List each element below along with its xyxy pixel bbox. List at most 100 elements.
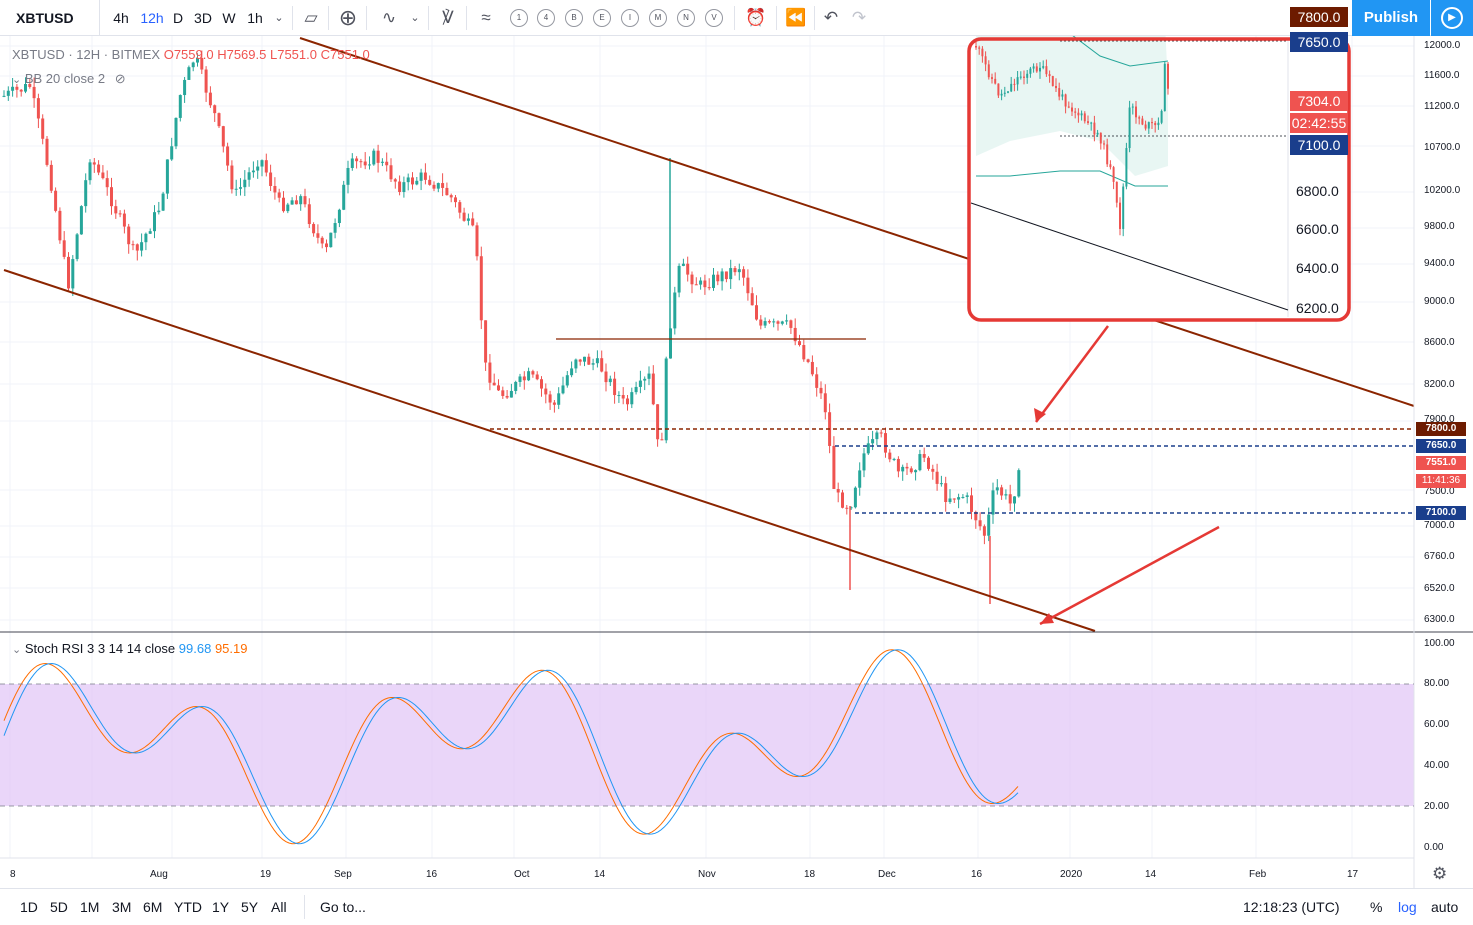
tag-7800: 7800.0 <box>1416 422 1466 436</box>
range-ytd[interactable]: YTD <box>174 899 202 915</box>
range-1y[interactable]: 1Y <box>212 899 230 915</box>
collapse-legend-icon[interactable]: ⌄ <box>12 74 22 86</box>
candle-body <box>703 280 707 288</box>
candle-body <box>497 385 500 391</box>
candle-body <box>630 392 634 405</box>
indicator-circle-v[interactable]: V <box>705 9 723 27</box>
inset-candle-body <box>1007 91 1009 93</box>
inset-candle-body <box>1064 94 1067 107</box>
inset-candle-body <box>1032 66 1035 69</box>
inset-candle-body <box>1141 118 1144 125</box>
candle-body <box>638 380 642 387</box>
inset-zoom <box>967 36 1351 322</box>
candle-body <box>148 231 152 234</box>
range-5d[interactable]: 5D <box>50 899 68 915</box>
range-3m[interactable]: 3M <box>112 899 132 915</box>
range-6m[interactable]: 6M <box>143 899 163 915</box>
publish-button[interactable]: Publish <box>1352 0 1430 36</box>
inset-candle-body <box>1016 77 1019 85</box>
indicator-circle-m[interactable]: M <box>649 9 667 27</box>
utc-clock[interactable]: 12:18:23 (UTC) <box>1243 899 1340 915</box>
price-tick: 7000.0 <box>1424 520 1455 531</box>
indicator-circle-e[interactable]: E <box>593 9 611 27</box>
settings-gear-icon[interactable]: ⚙ <box>1432 864 1448 883</box>
symbol-search[interactable]: XBTUSD <box>0 0 100 36</box>
hide-eye-icon[interactable]: ⊘ <box>114 71 126 86</box>
undo-icon[interactable]: ↶ <box>823 8 839 27</box>
candle-body <box>914 470 918 473</box>
inset-candle-body <box>981 48 984 57</box>
candle-body <box>471 218 475 226</box>
tag-last-price: 7551.0 <box>1416 456 1466 470</box>
interval-1h[interactable]: 1h <box>247 10 263 26</box>
range-1d[interactable]: 1D <box>20 899 38 915</box>
candle-body <box>492 382 496 386</box>
indicator-circle-4[interactable]: 4 <box>537 9 555 27</box>
stoch-tick: 100.00 <box>1424 638 1455 649</box>
candle-body <box>256 166 260 171</box>
range-5y[interactable]: 5Y <box>241 899 259 915</box>
candle-body <box>380 161 384 163</box>
indicator-circle-i[interactable]: I <box>621 9 639 27</box>
candle-body <box>832 445 836 489</box>
add-compare-icon[interactable]: ⊕ <box>338 5 358 30</box>
inset-candle-body <box>1083 113 1086 122</box>
candle-body <box>535 374 539 380</box>
interval-1d[interactable]: D <box>172 10 184 26</box>
interval-3d[interactable]: 3D <box>194 10 212 26</box>
candle-body <box>944 483 948 503</box>
inset-candle-body <box>1048 74 1051 77</box>
stoch-d-line <box>3 649 1019 845</box>
candle-body <box>432 184 436 189</box>
log-toggle[interactable]: log <box>1398 899 1417 915</box>
indicators-icon[interactable]: ∿ <box>381 8 397 27</box>
candle-body <box>11 86 15 91</box>
candle-body <box>325 243 328 248</box>
auto-toggle[interactable]: auto <box>1431 899 1459 915</box>
range-1m[interactable]: 1M <box>80 899 100 915</box>
goto-button[interactable]: Go to... <box>320 899 366 915</box>
candle-body <box>269 172 273 187</box>
interval-12h[interactable]: 12h <box>140 10 164 26</box>
time-tick: 19 <box>260 869 272 880</box>
chart-canvas[interactable] <box>0 36 1473 888</box>
templates-icon[interactable]: ≈ <box>481 8 491 27</box>
indicator-circle-1[interactable]: 1 <box>510 9 528 27</box>
candles-chart-type-icon[interactable]: ▱ <box>304 8 318 27</box>
candle-body <box>957 497 961 500</box>
candle-body <box>918 454 922 471</box>
candle-body <box>226 146 230 166</box>
inset-candle-body <box>1071 107 1073 112</box>
candle-body <box>36 98 40 119</box>
candle-body <box>1000 487 1004 496</box>
price-tick: 10200.0 <box>1424 185 1461 196</box>
inset-candle-body <box>1119 202 1121 229</box>
stoch-collapse-icon[interactable]: ⌄ <box>12 644 22 656</box>
candle-body <box>789 320 793 328</box>
indicators-dropdown-icon[interactable]: ⌄ <box>410 12 420 24</box>
inset-candle-body <box>1039 67 1041 72</box>
replay-icon[interactable]: ⏪ <box>785 8 807 27</box>
interval-4h[interactable]: 4h <box>113 10 129 26</box>
candle-body <box>591 363 595 365</box>
indicator-circle-b[interactable]: B <box>565 9 583 27</box>
fullscreen-button[interactable]: ▶ <box>1431 0 1473 36</box>
indicator-circle-n[interactable]: N <box>677 9 695 27</box>
interval-1w[interactable]: W <box>222 10 236 26</box>
financials-icon[interactable]: ℣ <box>442 8 454 27</box>
candle-body <box>669 328 672 359</box>
range-all[interactable]: All <box>271 899 287 915</box>
candle-body <box>196 58 199 63</box>
time-tick: 14 <box>1145 869 1157 880</box>
alert-icon[interactable]: ⏰ <box>745 8 767 27</box>
candle-body <box>423 172 427 180</box>
inset-candle-body <box>1151 122 1153 124</box>
interval-dropdown-icon[interactable]: ⌄ <box>274 12 284 24</box>
percent-toggle[interactable]: % <box>1370 899 1383 915</box>
price-tick: 11200.0 <box>1424 101 1460 112</box>
stoch-legend: ⌄ Stoch RSI 3 3 14 14 close 99.68 95.19 <box>12 641 248 656</box>
candle-body <box>320 237 324 244</box>
candle-body <box>522 376 526 381</box>
redo-icon[interactable]: ↷ <box>851 8 867 27</box>
candle-body <box>780 321 784 324</box>
